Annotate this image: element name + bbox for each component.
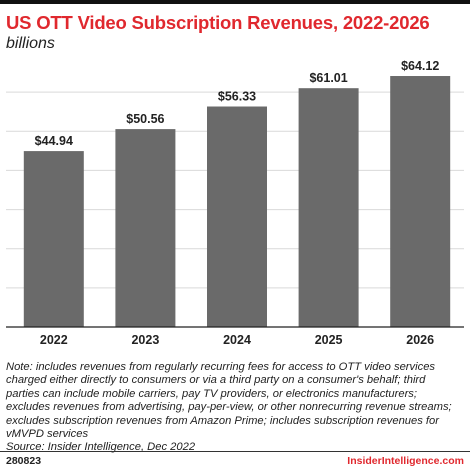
bar-2023 [115,129,176,327]
chart-note: Note: includes revenues from regularly r… [6,361,461,455]
chart-id: 280823 [6,455,42,467]
bars [23,76,451,328]
value-label: $50.56 [126,112,164,126]
bar-2026 [390,76,451,328]
x-tick-label: 2024 [223,333,251,347]
value-label: $64.12 [401,59,439,73]
value-label: $56.33 [218,90,256,104]
note-text: Note: includes revenues from regularly r… [6,361,452,441]
top-rule [0,0,470,4]
value-label: $61.01 [309,71,347,85]
footer-rule [0,451,470,452]
value-label: $44.94 [35,134,73,148]
bar-2025 [298,88,359,328]
brand-link[interactable]: InsiderIntelligence.com [347,455,464,467]
x-axis: 2022 2023 2024 2025 2026 [6,326,464,347]
value-labels: $44.94 $50.56 $56.33 $61.01 $64.12 [35,59,440,148]
x-tick-label: 2022 [40,333,68,347]
bar-chart: $44.94$50.56$56.33$61.01$64.12 2022 2023 2… [6,59,464,347]
chart-subtitle: billions [6,35,55,52]
x-tick-label: 2026 [406,333,434,347]
bar-2024 [207,106,267,327]
x-tick-label: 2023 [131,333,159,347]
chart-title: US OTT Video Subscription Revenues, 2022… [6,12,430,33]
source-text: Source: Insider Intelligence, Dec 2022 [6,441,196,454]
x-tick-label: 2025 [315,333,343,347]
bar-2022 [23,151,84,327]
